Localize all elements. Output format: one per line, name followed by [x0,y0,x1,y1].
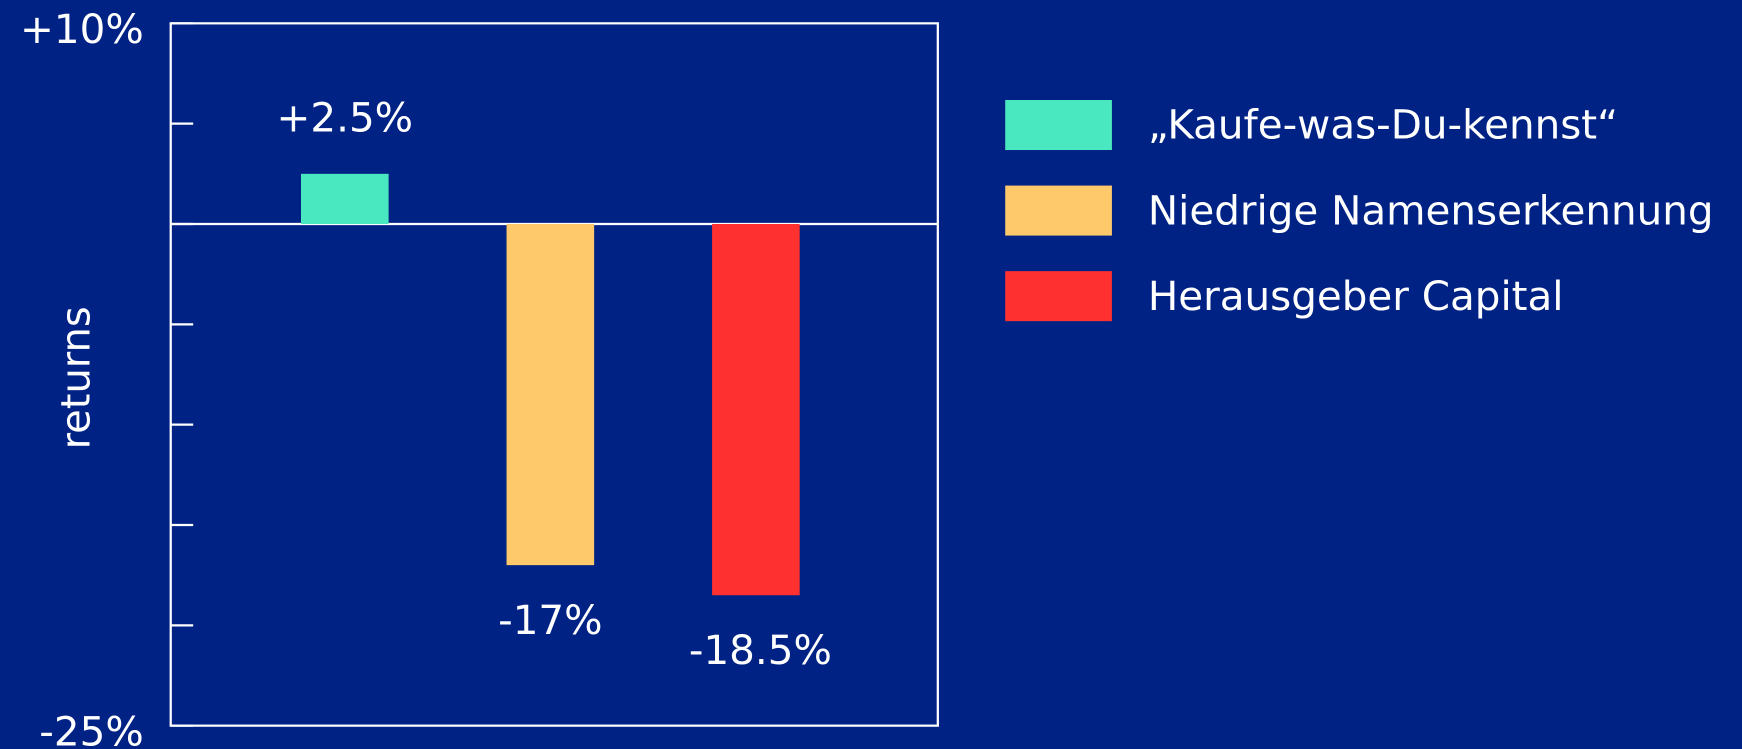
legend-label: Herausgeber Capital [1148,274,1564,320]
legend-swatch [1005,271,1112,322]
legend-swatch [1005,185,1112,236]
data-label: -17% [498,598,602,644]
plot-frame [169,22,939,727]
bar [506,224,595,566]
bar [712,224,800,596]
y-tick-label: +10% [20,7,144,53]
data-label: -18.5% [689,628,832,674]
legend-label: Niedrige Namenserkennung [1148,188,1714,234]
data-label: +2.5% [277,96,414,142]
legend-swatch [1005,100,1112,151]
y-axis-title: returns [53,306,99,449]
legend-label: „Kaufe-was-Du-kennst“ [1148,103,1618,149]
y-tick-label: -25% [39,710,143,749]
bar [301,173,389,225]
